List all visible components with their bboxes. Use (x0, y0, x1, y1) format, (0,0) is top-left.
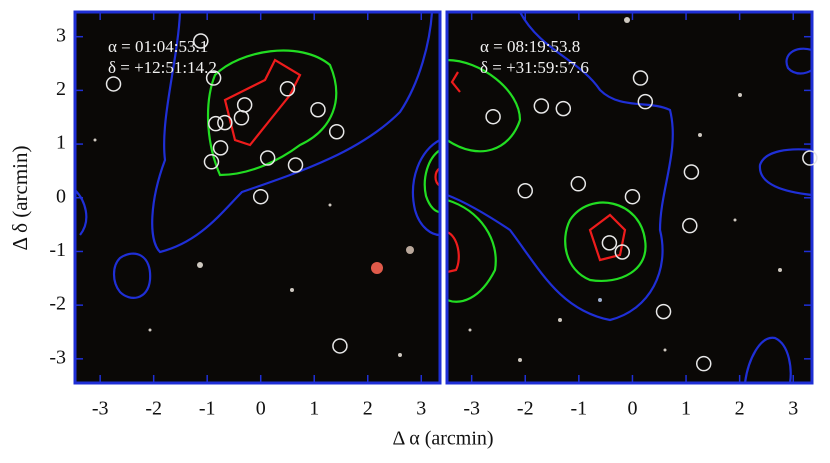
x-tick-label: 3 (788, 398, 798, 420)
image-right (447, 12, 812, 383)
x-tick-label: 1 (681, 398, 691, 420)
galaxy-marker (259, 150, 276, 166)
x-tick-label: 1 (309, 398, 319, 420)
x-tick-label: -3 (463, 398, 480, 420)
galaxy-marker (279, 81, 296, 97)
y-tick-label: 3 (56, 24, 66, 46)
galaxy-marker (485, 108, 501, 125)
galaxy-marker (682, 217, 698, 234)
galaxy-marker (332, 338, 348, 354)
galaxy-marker (105, 76, 122, 92)
contours-left (75, 12, 440, 299)
x-axis-label: Δ α (arcmin) (392, 428, 493, 450)
y-tick-label: -2 (49, 293, 66, 315)
galaxy-marker (683, 164, 700, 180)
galaxy-marker (517, 183, 534, 199)
x-tick-label: -3 (92, 398, 109, 420)
galaxy-marker (310, 101, 326, 118)
galaxy-marker (695, 355, 712, 372)
galaxy-marker (655, 303, 672, 320)
galaxy-marker (217, 114, 233, 131)
y-tick-label: 0 (56, 185, 66, 207)
annotation: δ = +12:51:14.2 (108, 58, 217, 77)
x-tick-label: 0 (627, 398, 637, 420)
x-tick-label: -2 (517, 398, 534, 420)
x-tick-label: 2 (735, 398, 745, 420)
galaxy-marker (205, 70, 222, 86)
x-tick-label: -2 (145, 398, 162, 420)
galaxy-marker (802, 150, 818, 166)
galaxy-marker (555, 100, 572, 117)
y-tick-label: 1 (56, 132, 66, 154)
annotation: α = 01:04:53.1 (108, 37, 208, 56)
galaxy-marker (252, 188, 269, 205)
galaxy-marker (193, 33, 209, 49)
galaxy-marker (212, 140, 229, 156)
galaxy-marker (203, 154, 220, 170)
galaxy-marker (328, 123, 345, 140)
x-tick-label: -1 (571, 398, 588, 420)
y-axis-label: Δ δ (arcmin) (8, 145, 32, 250)
galaxy-marker (624, 188, 641, 205)
y-tick-label: 2 (56, 78, 66, 100)
contours-right (447, 12, 812, 383)
galaxy-marker (287, 157, 304, 173)
x-tick-label: 3 (416, 398, 426, 420)
image-left (75, 12, 440, 383)
galaxy-marker (601, 235, 618, 251)
galaxy-marker (533, 98, 550, 114)
y-tick-label: -1 (49, 239, 66, 261)
galaxy-marker (570, 176, 587, 192)
galaxy-marker (208, 115, 224, 132)
galaxy-marker (233, 110, 250, 126)
galaxy-marker (614, 244, 631, 260)
x-tick-label: 0 (256, 398, 266, 420)
galaxy-marker (632, 70, 649, 86)
annotation: α = 08:19:53.8 (480, 37, 580, 56)
x-tick-label: -1 (199, 398, 216, 420)
y-tick-label: -3 (49, 346, 66, 368)
annotation: δ = +31:59:57.6 (480, 58, 589, 77)
galaxy-marker (637, 93, 654, 110)
x-tick-label: 2 (363, 398, 373, 420)
stars (93, 17, 782, 362)
